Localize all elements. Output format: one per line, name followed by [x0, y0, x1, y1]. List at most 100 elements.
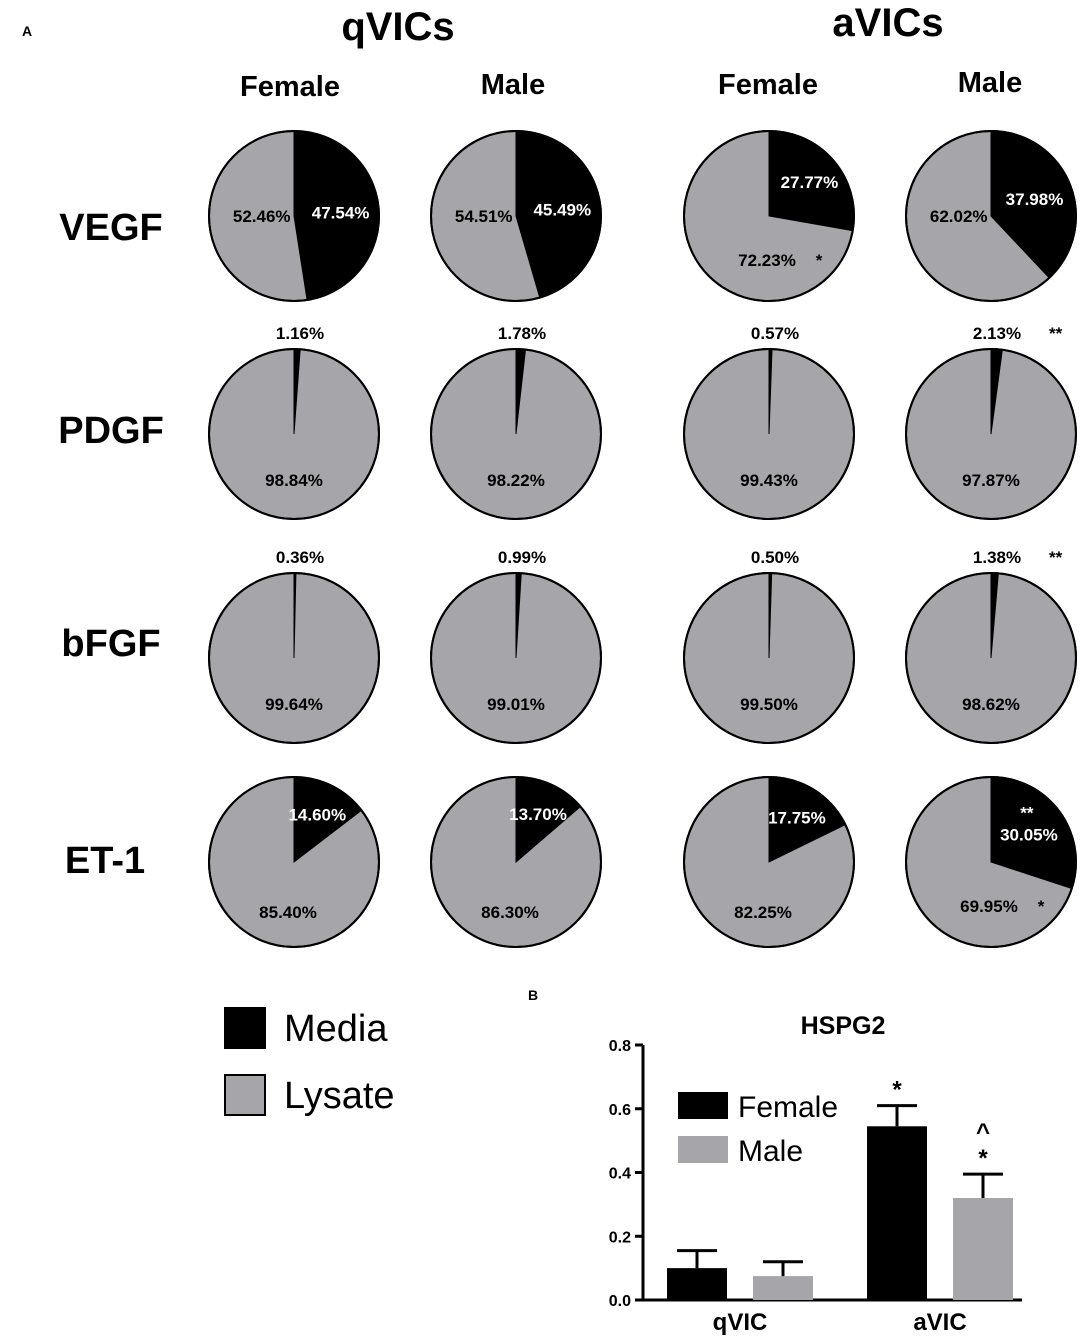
pie-pdgf-qvics-male-media-label: 1.78%: [498, 324, 546, 343]
pie-et-1-avics-male-lysate-note: *: [1038, 897, 1045, 916]
pie-legend: Media Lysate: [224, 1007, 395, 1117]
y-tick-label: 0.6: [609, 1102, 631, 1119]
pie-vegf-avics-female: 27.77% 72.23% *: [683, 130, 855, 302]
y-tick-label: 0.4: [609, 1166, 631, 1183]
column-header-qvics-male: Male: [481, 69, 545, 101]
legend-media-swatch: [224, 1007, 266, 1049]
panel-a-label: A: [22, 23, 32, 39]
significance-mark-female-avic: *: [892, 1077, 902, 1104]
pie-vegf-avics-male: 37.98% 62.02%: [905, 130, 1077, 302]
column-header-avics-male: Male: [958, 67, 1022, 99]
pie-pdgf-qvics-male-lysate-label: 98.22%: [487, 471, 545, 490]
pie-bfgf-qvics-male: 0.99% 99.01%: [430, 548, 602, 744]
bar-chart-title: HSPG2: [801, 1012, 886, 1040]
pie-et-1-qvics-male-outline: [430, 776, 602, 948]
pie-vegf-qvics-male-lysate-label: 54.51%: [455, 207, 513, 226]
y-tick-label: 0.2: [609, 1229, 631, 1246]
pie-bfgf-avics-female-outline: [683, 572, 855, 744]
pie-et-1-avics-male-media-note: **: [1020, 804, 1034, 823]
pie-vegf-avics-male-lysate-label: 62.02%: [930, 207, 988, 226]
pie-et-1-avics-female: 17.75% 82.25%: [683, 776, 855, 948]
pie-et-1-avics-female-outline: [683, 776, 855, 948]
bar-male-avic: [953, 1198, 1013, 1300]
pie-et-1-avics-female-media-label: 17.75%: [768, 808, 826, 827]
legend-lysate-swatch: [224, 1074, 266, 1116]
pie-pdgf-qvics-female-media-label: 1.16%: [276, 324, 324, 343]
pie-pdgf-avics-male-media-note: **: [1049, 324, 1063, 343]
significance-mark-male-avic: ^: [976, 1119, 990, 1146]
pie-et-1-qvics-male-lysate-label: 86.30%: [481, 903, 539, 922]
pie-vegf-avics-female-lysate-note: *: [816, 251, 823, 270]
pie-pdgf-avics-male: 2.13% ** 97.87%: [905, 324, 1077, 520]
pie-vegf-avics-female-media-label: 27.77%: [781, 173, 839, 192]
legend-lysate-label: Lysate: [284, 1075, 395, 1117]
pie-bfgf-qvics-male-outline: [430, 572, 602, 744]
column-header-qvics-female: Female: [240, 71, 340, 103]
pie-grid: 47.54% 52.46% 45.49% 54.51% 27.77% 72.23% * 37.…: [208, 130, 1077, 948]
pie-pdgf-qvics-female-outline: [208, 348, 380, 520]
group-header-qvics: qVICs: [341, 5, 454, 49]
y-tick-label: 0.8: [609, 1038, 631, 1055]
pie-bfgf-avics-male-media-note: **: [1049, 548, 1063, 567]
pie-pdgf-avics-female-outline: [683, 348, 855, 520]
y-tick-label: 0.0: [609, 1293, 631, 1310]
pie-bfgf-avics-male: 1.38% ** 98.62%: [905, 548, 1077, 744]
pie-pdgf-avics-female-lysate-label: 99.43%: [740, 471, 798, 490]
pie-et-1-qvics-female: 14.60% 85.40%: [208, 776, 380, 948]
pie-bfgf-qvics-male-lysate-label: 99.01%: [487, 695, 545, 714]
pie-et-1-qvics-female-outline: [208, 776, 380, 948]
pie-et-1-avics-male-outline: [905, 776, 1077, 948]
pie-bfgf-qvics-female: 0.36% 99.64%: [208, 548, 380, 744]
pie-bfgf-avics-female-lysate-label: 99.50%: [740, 695, 798, 714]
pie-vegf-qvics-female-media-label: 47.54%: [312, 203, 370, 222]
pie-pdgf-qvics-female-lysate-label: 98.84%: [265, 471, 323, 490]
pie-pdgf-qvics-female: 1.16% 98.84%: [208, 324, 380, 520]
column-header-avics-female: Female: [718, 69, 818, 101]
pie-vegf-qvics-female: 47.54% 52.46%: [208, 130, 380, 302]
bar-legend-label-male: Male: [738, 1135, 803, 1168]
x-category-label-qvic: qVIC: [713, 1309, 768, 1336]
row-label-et1: ET-1: [65, 840, 145, 882]
pie-bfgf-avics-female: 0.50% 99.50%: [683, 548, 855, 744]
pie-et-1-qvics-female-media-label: 14.60%: [288, 806, 346, 825]
pie-et-1-qvics-male: 13.70% 86.30%: [430, 776, 602, 948]
pie-vegf-avics-male-media-label: 37.98%: [1006, 190, 1064, 209]
bar-legend-swatch-male: [678, 1136, 728, 1163]
bar-legend-label-female: Female: [738, 1091, 838, 1124]
pie-et-1-qvics-female-lysate-label: 85.40%: [259, 903, 317, 922]
pie-pdgf-qvics-male: 1.78% 98.22%: [430, 324, 602, 520]
pie-bfgf-avics-female-media-label: 0.50%: [751, 548, 799, 567]
pie-vegf-avics-female-outline: [683, 130, 855, 302]
pie-vegf-avics-male-outline: [905, 130, 1077, 302]
pie-bfgf-qvics-male-media-label: 0.99%: [498, 548, 546, 567]
pie-bfgf-qvics-female-outline: [208, 572, 380, 744]
row-label-vegf: VEGF: [59, 207, 162, 249]
pie-bfgf-avics-male-media-label: 1.38%: [973, 548, 1021, 567]
pie-vegf-qvics-female-lysate-label: 52.46%: [233, 207, 291, 226]
pie-bfgf-avics-male-lysate-label: 98.62%: [962, 695, 1020, 714]
pie-bfgf-qvics-female-lysate-label: 99.64%: [265, 695, 323, 714]
pie-pdgf-qvics-male-outline: [430, 348, 602, 520]
pie-vegf-qvics-male: 45.49% 54.51%: [430, 130, 602, 302]
significance-mark-male-avic: *: [978, 1145, 988, 1172]
pie-pdgf-avics-male-outline: [905, 348, 1077, 520]
pie-vegf-qvics-male-media-label: 45.49%: [533, 200, 591, 219]
bar-legend-swatch-female: [678, 1092, 728, 1119]
pie-et-1-avics-male-lysate-label: 69.95%: [960, 897, 1018, 916]
row-label-bfgf: bFGF: [61, 623, 160, 665]
pie-vegf-qvics-male-outline: [430, 130, 602, 302]
pie-bfgf-qvics-female-media-label: 0.36%: [276, 548, 324, 567]
pie-pdgf-avics-male-lysate-label: 97.87%: [962, 471, 1020, 490]
pie-pdgf-avics-female: 0.57% 99.43%: [683, 324, 855, 520]
legend-media-label: Media: [284, 1008, 388, 1050]
pie-et-1-avics-male-media-label: 30.05%: [1000, 826, 1058, 845]
x-category-label-avic: aVIC: [913, 1309, 966, 1336]
pie-pdgf-avics-male-media-label: 2.13%: [973, 324, 1021, 343]
bar-female-avic: [867, 1126, 927, 1300]
bar-female-qvic: [667, 1268, 727, 1300]
pie-pdgf-avics-female-media-label: 0.57%: [751, 324, 799, 343]
pie-et-1-qvics-male-media-label: 13.70%: [509, 805, 567, 824]
bar-male-qvic: [753, 1276, 813, 1300]
